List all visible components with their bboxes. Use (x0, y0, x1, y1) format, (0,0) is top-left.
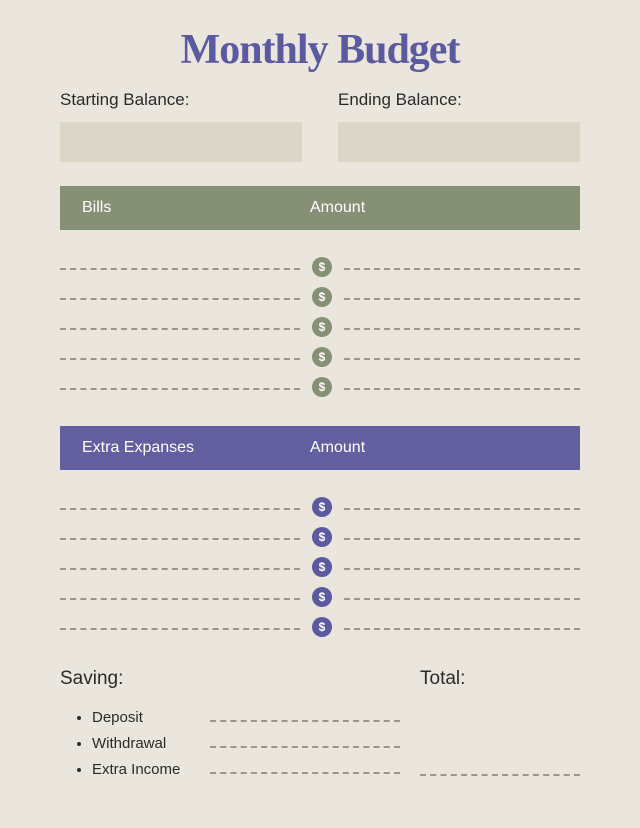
coin-cell: $ (300, 317, 344, 337)
coin-cell: $ (300, 377, 344, 397)
extra-name-line[interactable] (60, 598, 300, 600)
coin-cell: $ (300, 617, 344, 637)
total-column: Total: (420, 668, 580, 782)
bills-header-right: Amount (310, 199, 580, 217)
bill-name-line[interactable] (60, 388, 300, 390)
dollar-icon: $ (312, 587, 332, 607)
saving-title: Saving: (60, 668, 400, 690)
extra-row: $ (60, 522, 580, 552)
bill-amount-line[interactable] (344, 388, 580, 390)
bill-row: $ (60, 312, 580, 342)
extra-expenses-header: Extra Expanses Amount (60, 426, 580, 470)
extra-amount-line[interactable] (344, 508, 580, 510)
saving-item-label: Withdrawal (92, 735, 192, 752)
coin-cell: $ (300, 287, 344, 307)
coin-cell: $ (300, 527, 344, 547)
extra-name-line[interactable] (60, 628, 300, 630)
extra-amount-line[interactable] (344, 598, 580, 600)
bill-name-line[interactable] (60, 268, 300, 270)
extra-expenses-rows: $ $ $ $ $ (60, 492, 580, 642)
coin-cell: $ (300, 587, 344, 607)
dollar-icon: $ (312, 497, 332, 517)
dollar-icon: $ (312, 527, 332, 547)
bills-header-left: Bills (60, 199, 310, 217)
saving-item: Extra Income (92, 756, 400, 782)
starting-balance: Starting Balance: (60, 90, 302, 162)
dollar-icon: $ (312, 377, 332, 397)
total-line[interactable] (420, 774, 580, 776)
coin-cell: $ (300, 347, 344, 367)
bill-row: $ (60, 252, 580, 282)
extra-row: $ (60, 492, 580, 522)
dollar-icon: $ (312, 257, 332, 277)
saving-item: Deposit (92, 704, 400, 730)
extra-header-left: Extra Expanses (60, 439, 310, 457)
dollar-icon: $ (312, 557, 332, 577)
saving-item-line[interactable] (210, 720, 400, 722)
starting-balance-input[interactable] (60, 122, 302, 162)
bills-header: Bills Amount (60, 186, 580, 230)
saving-column: Saving: Deposit Withdrawal Extra Income (60, 668, 400, 782)
bill-amount-line[interactable] (344, 298, 580, 300)
dollar-icon: $ (312, 347, 332, 367)
balance-row: Starting Balance: Ending Balance: (60, 90, 580, 162)
saving-item-line[interactable] (210, 746, 400, 748)
extra-row: $ (60, 612, 580, 642)
extra-amount-line[interactable] (344, 568, 580, 570)
bill-name-line[interactable] (60, 328, 300, 330)
bill-name-line[interactable] (60, 358, 300, 360)
saving-item: Withdrawal (92, 730, 400, 756)
saving-item-label: Extra Income (92, 761, 192, 778)
bill-amount-line[interactable] (344, 268, 580, 270)
extra-row: $ (60, 582, 580, 612)
total-title: Total: (420, 668, 580, 690)
dollar-icon: $ (312, 287, 332, 307)
extra-name-line[interactable] (60, 568, 300, 570)
ending-balance-input[interactable] (338, 122, 580, 162)
extra-name-line[interactable] (60, 508, 300, 510)
extra-amount-line[interactable] (344, 538, 580, 540)
coin-cell: $ (300, 497, 344, 517)
saving-item-line[interactable] (210, 772, 400, 774)
dollar-icon: $ (312, 617, 332, 637)
extra-amount-line[interactable] (344, 628, 580, 630)
coin-cell: $ (300, 257, 344, 277)
dollar-icon: $ (312, 317, 332, 337)
bill-name-line[interactable] (60, 298, 300, 300)
bill-amount-line[interactable] (344, 328, 580, 330)
bill-row: $ (60, 372, 580, 402)
bill-row: $ (60, 342, 580, 372)
starting-balance-label: Starting Balance: (60, 90, 302, 110)
bill-amount-line[interactable] (344, 358, 580, 360)
bottom-section: Saving: Deposit Withdrawal Extra Income To… (60, 668, 580, 782)
bills-rows: $ $ $ $ $ (60, 252, 580, 402)
extra-name-line[interactable] (60, 538, 300, 540)
extra-row: $ (60, 552, 580, 582)
page-title: Monthly Budget (42, 26, 598, 74)
ending-balance-label: Ending Balance: (338, 90, 580, 110)
ending-balance: Ending Balance: (338, 90, 580, 162)
extra-header-right: Amount (310, 439, 580, 457)
coin-cell: $ (300, 557, 344, 577)
saving-item-label: Deposit (92, 709, 192, 726)
saving-list: Deposit Withdrawal Extra Income (60, 704, 400, 782)
bill-row: $ (60, 282, 580, 312)
